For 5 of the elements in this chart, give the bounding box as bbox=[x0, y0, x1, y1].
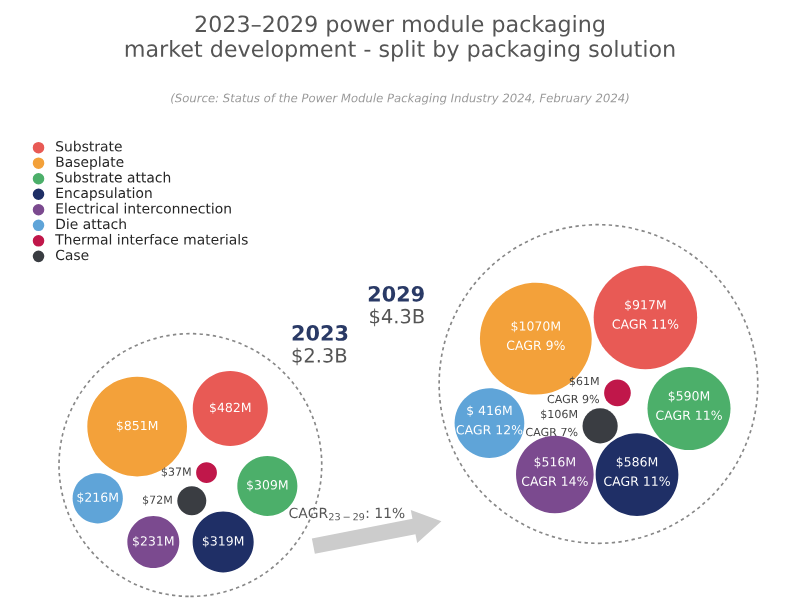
text: $2.3B bbox=[292, 347, 347, 366]
text: $4.3B bbox=[370, 308, 424, 327]
category-label: 2023 bbox=[292, 325, 348, 341]
category-label: 2029 bbox=[368, 285, 424, 302]
text: 2023–2029 power module packaging market development - split by packaging solution bbox=[125, 15, 675, 62]
